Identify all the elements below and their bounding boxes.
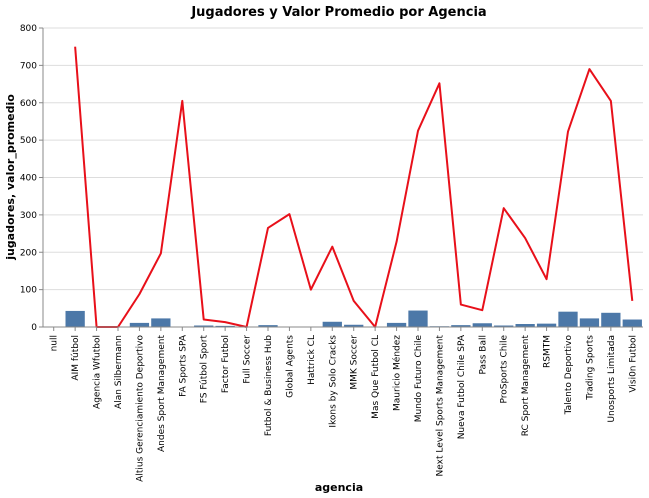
x-tick-label: Unosports Limitada bbox=[607, 335, 617, 423]
x-tick-label: Hattrick CL bbox=[307, 335, 317, 385]
bar bbox=[451, 325, 471, 327]
bar bbox=[622, 319, 642, 327]
x-tick-label: Global Agents bbox=[285, 335, 295, 398]
y-tick-label: 400 bbox=[20, 174, 37, 184]
x-tick-label: Full Soccer bbox=[243, 335, 253, 384]
x-tick-label: Pass Ball bbox=[478, 335, 488, 374]
x-tick-label: ProSports Chile bbox=[500, 335, 510, 404]
bar bbox=[558, 311, 578, 327]
y-tick-label: 200 bbox=[20, 248, 37, 258]
chart-title: Jugadores y Valor Promedio por Agencia bbox=[190, 5, 486, 20]
bar bbox=[536, 323, 557, 327]
x-tick-label: Nueva Futbol Chile SPA bbox=[457, 334, 467, 439]
x-tick-label: FA Sports SPA bbox=[178, 334, 188, 397]
bar bbox=[472, 323, 492, 327]
axes: 0 100 200 300 400 500 600 700 800 null AIM fútbol A… bbox=[20, 24, 643, 482]
y-tick-label: 700 bbox=[20, 61, 37, 71]
bar-series bbox=[65, 310, 642, 327]
x-tick-label: MMK Soccer bbox=[350, 335, 360, 390]
y-tick-label: 600 bbox=[20, 99, 37, 109]
x-tick-label: Futbol & Business Hub bbox=[264, 335, 274, 436]
x-tick-label: RSMTM bbox=[543, 335, 553, 368]
bar bbox=[129, 322, 150, 327]
y-tick-label: 500 bbox=[20, 136, 37, 146]
x-tick-label: Mas Que Futbol CL bbox=[371, 335, 381, 419]
x-tick-label: Visi0n Futbol bbox=[628, 335, 638, 393]
x-tick-label: Altius Gerenciamiento Deportivo bbox=[135, 335, 145, 482]
series-line bbox=[74, 46, 634, 328]
y-axis-title: jugadores, valor_promedio bbox=[4, 94, 17, 261]
x-tick-label: Mundo Futuro Chile bbox=[414, 335, 424, 423]
x-tick-label: Alan Silbermann bbox=[114, 335, 124, 409]
bar bbox=[515, 324, 535, 327]
x-tick-label: Agencia Wfutbol bbox=[93, 335, 103, 409]
x-tick-label: Ikons by Solo Cracks bbox=[328, 335, 338, 428]
bar bbox=[579, 318, 600, 327]
x-tick-label: Factor Futbol bbox=[221, 335, 231, 393]
x-tick-label: null bbox=[50, 335, 60, 351]
x-tick-label: Next Level Sports Management bbox=[435, 335, 445, 477]
x-tick-label: Talento Deportivo bbox=[564, 335, 574, 416]
line-series bbox=[74, 46, 634, 328]
x-tick-label: Trading Sports bbox=[585, 335, 595, 401]
bar bbox=[215, 325, 235, 327]
grid bbox=[43, 27, 643, 328]
x-tick-label: RC Sport Management bbox=[521, 335, 531, 437]
bar bbox=[151, 318, 171, 327]
x-tick-label: Mauricio Méndez bbox=[392, 335, 403, 411]
bar bbox=[408, 310, 428, 327]
y-tick-label: 0 bbox=[31, 323, 37, 333]
bar bbox=[194, 325, 214, 327]
x-tick-label: AIM fútbol bbox=[71, 335, 81, 381]
x-tick-label: Andes Sport Management bbox=[157, 335, 167, 452]
x-axis-title: agencia bbox=[315, 481, 363, 494]
bar bbox=[65, 310, 85, 327]
bar bbox=[258, 325, 278, 327]
bar bbox=[344, 324, 364, 327]
x-tick-label: FS Fútbol Sport bbox=[200, 335, 210, 404]
bar bbox=[322, 321, 342, 327]
bar bbox=[386, 322, 407, 327]
y-tick-label: 100 bbox=[20, 286, 37, 296]
bar bbox=[494, 325, 514, 327]
y-tick-label: 300 bbox=[20, 211, 37, 221]
y-tick-label: 800 bbox=[20, 24, 37, 34]
bar bbox=[601, 312, 621, 327]
